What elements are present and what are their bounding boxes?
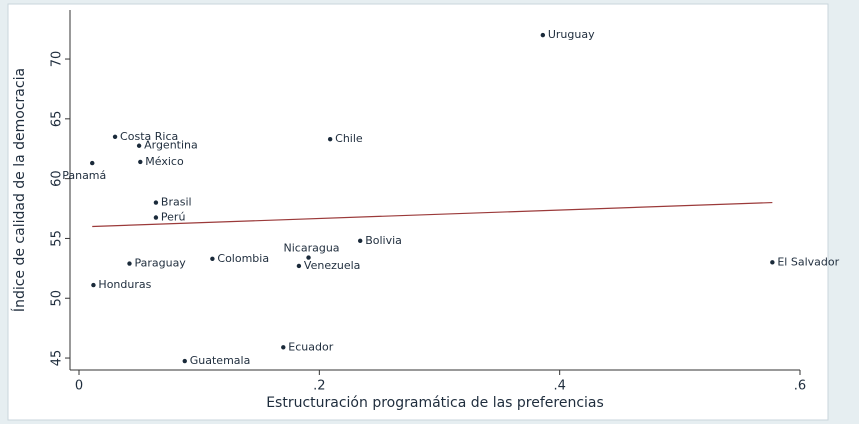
point	[90, 160, 95, 166]
point	[153, 215, 159, 220]
point	[182, 358, 187, 364]
point	[112, 134, 118, 139]
point-label: México	[145, 155, 184, 168]
fit-line	[92, 201, 773, 228]
x-tick-label: .4	[553, 379, 565, 394]
point	[306, 255, 311, 260]
point	[281, 345, 286, 350]
y-axis-title: Índice de calidad de la democracia	[11, 68, 28, 312]
point	[327, 136, 333, 142]
point	[770, 260, 775, 265]
point-label: Costa Rica	[120, 130, 178, 143]
y-tick-label: 60	[50, 170, 65, 187]
point	[127, 261, 132, 266]
y-tick-label: 50	[50, 290, 65, 307]
point-label: Guatemala	[190, 354, 251, 367]
x-tick-label: .2	[313, 379, 325, 394]
x-tick-label: .6	[794, 379, 806, 394]
x-tick-label: 0	[75, 379, 83, 394]
point-label: Argentina	[144, 139, 198, 152]
point	[540, 32, 546, 38]
point-label: Bolivia	[365, 234, 402, 247]
point	[138, 159, 143, 165]
point-label: El Salvador	[777, 255, 839, 268]
x-axis-title: Estructuración programática de las prefe…	[266, 395, 604, 411]
y-tick-label: 55	[50, 230, 65, 247]
point	[136, 143, 142, 148]
point-label: Ecuador	[288, 340, 333, 353]
point-label: Panamá	[62, 169, 106, 182]
point	[153, 200, 159, 205]
point	[357, 238, 363, 244]
point-label: Honduras	[98, 278, 151, 291]
panel	[7, 3, 829, 421]
point	[210, 256, 215, 261]
point-label: Venezuela	[304, 259, 361, 272]
y-tick-label: 70	[50, 51, 65, 68]
point-label: Brasil	[161, 196, 192, 209]
y-tick-label: 45	[50, 350, 65, 367]
point-label: Nicaragua	[284, 242, 340, 255]
point	[296, 263, 302, 269]
point-label: Uruguay	[548, 28, 595, 41]
point-label: Perú	[161, 211, 186, 224]
y-tick-label: 65	[50, 111, 65, 128]
point-label: Chile	[335, 132, 363, 145]
point	[91, 282, 96, 288]
point-label: Paraguay	[134, 257, 186, 270]
point-label: Colombia	[217, 252, 269, 265]
